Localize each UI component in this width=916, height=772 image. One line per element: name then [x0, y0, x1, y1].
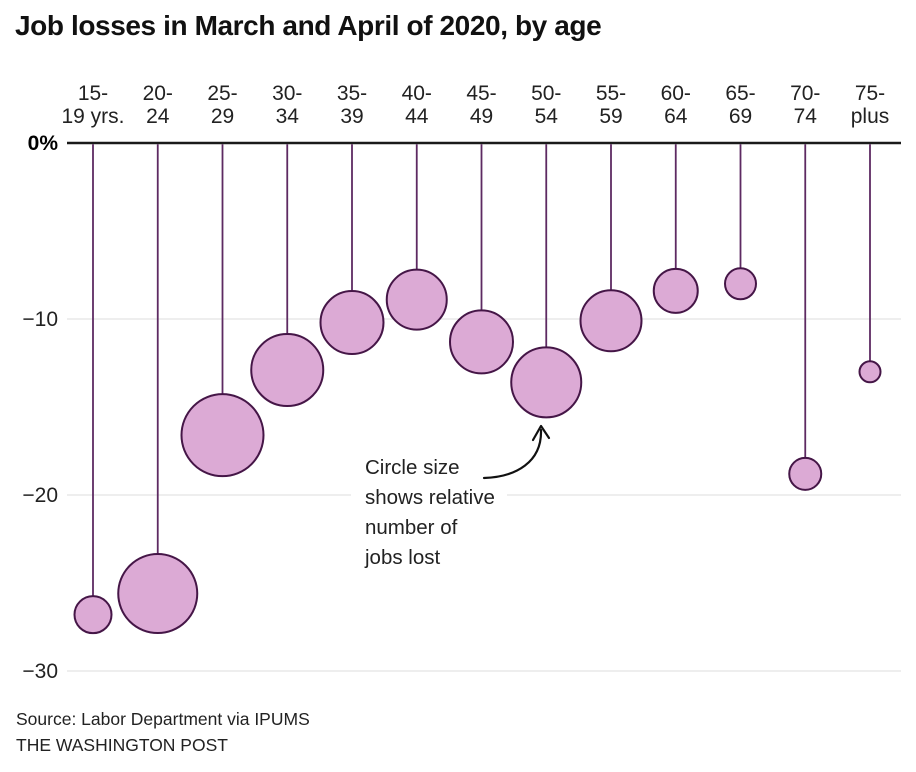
bubble-65-69	[724, 267, 757, 301]
bubble-75-plus	[858, 360, 882, 384]
ytick-label-0%: 0%	[28, 132, 59, 155]
chart-title: Job losses in March and April of 2020, b…	[15, 10, 602, 41]
annotation-line: jobs lost	[365, 546, 441, 569]
age-label-35-39: 35-39	[337, 82, 367, 128]
source-line: Source: Labor Department via IPUMS	[16, 709, 310, 729]
age-label-65-69: 65-69	[725, 82, 755, 128]
age-label-60-64: 60-64	[661, 82, 691, 128]
age-label-20-24: 20-24	[143, 82, 173, 128]
age-label-50-54: 50-54	[531, 82, 561, 128]
credit-line: THE WASHINGTON POST	[16, 735, 228, 755]
age-label-15-19 yrs.: 15-19 yrs.	[61, 82, 124, 128]
bubble-50-54	[510, 346, 583, 419]
age-label-55-59: 55-59	[596, 82, 626, 128]
age-label-75-plus: 75-plus	[851, 82, 890, 128]
bubble-35-39	[319, 290, 385, 356]
bubble-40-44	[385, 268, 448, 331]
bubble-60-64	[652, 267, 699, 314]
age-label-30-34: 30-34	[272, 82, 302, 128]
ytick-label-−30: −30	[22, 660, 58, 683]
bubble-30-34	[250, 333, 325, 408]
age-label-40-44: 40-44	[402, 82, 432, 128]
bubble-55-59	[579, 289, 643, 353]
age-label-70-74: 70-74	[790, 82, 820, 128]
annotation-line: shows relative	[365, 486, 495, 509]
annotation-line: Circle size	[365, 456, 460, 479]
age-label-25-29: 25-29	[207, 82, 237, 128]
annotation-line: number of	[365, 516, 458, 539]
chart-footer: Source: Labor Department via IPUMS THE W…	[16, 706, 310, 758]
ytick-label-−20: −20	[22, 484, 58, 507]
bubble-25-29	[180, 393, 265, 478]
ytick-label-−10: −10	[22, 308, 58, 331]
bubble-20-24	[117, 553, 199, 635]
bubble-15-19 yrs.	[73, 595, 113, 635]
age-label-45-49: 45-49	[466, 82, 496, 128]
bubble-45-49	[449, 309, 514, 375]
bubble-70-74	[788, 456, 823, 491]
annotation-circle-size: Circle size shows relative number of job…	[351, 451, 507, 579]
